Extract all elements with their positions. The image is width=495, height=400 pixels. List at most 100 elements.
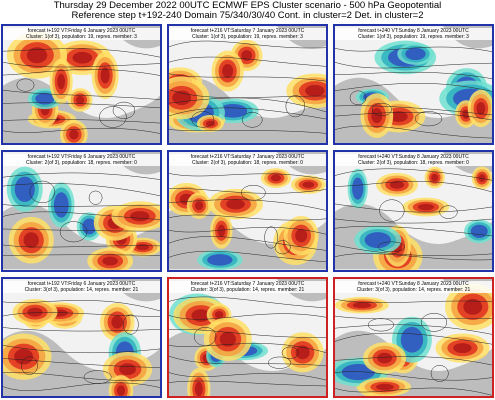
panel-cluster: Cluster: 3(of 3), population: 14, repres…: [169, 286, 326, 293]
anomaly-shading: [463, 298, 483, 315]
anomaly-shading: [476, 102, 486, 115]
panel-forecast: forecast t+240 VT:Sunday 8 January 2023 …: [335, 154, 492, 161]
contour: [169, 129, 326, 134]
anomaly-shading: [405, 47, 426, 61]
panel-label: forecast t+192 VT:Friday 6 January 2023 …: [3, 28, 160, 40]
panel-cluster: Cluster: 1(of 3), population: 19, repres…: [3, 34, 160, 40]
panel-forecast: forecast t+192 VT:Friday 6 January 2023 …: [3, 154, 160, 161]
contour: [169, 56, 326, 67]
anomaly-shading: [470, 225, 488, 239]
map-panel: forecast t+192 VT:Friday 6 January 2023 …: [1, 276, 162, 398]
contour: [193, 326, 217, 346]
anomaly-shading: [377, 352, 392, 364]
anomaly-shading: [23, 232, 39, 249]
anomaly-shading: [53, 192, 69, 218]
anomaly-shading: [214, 310, 224, 319]
anomaly-shading: [130, 211, 150, 222]
contour: [335, 324, 492, 335]
contour: [335, 355, 492, 365]
contour: [335, 125, 492, 139]
map: [335, 278, 492, 396]
anomaly-shading: [222, 64, 234, 78]
contour: [241, 185, 266, 201]
contour: [335, 168, 492, 181]
anomaly-shading: [14, 176, 35, 203]
contour: [3, 311, 160, 317]
contour: [285, 95, 306, 118]
panel-label: forecast t+216 VT:Saturday 7 January 202…: [169, 280, 326, 293]
contour: [335, 387, 492, 396]
anomaly-shading: [389, 111, 408, 122]
panel-cluster: Cluster: 2(of 3), population: 18, repres…: [335, 160, 492, 167]
panel-label: forecast t+240 VT:Sunday 8 January 2023 …: [335, 280, 492, 293]
anomaly-shading: [218, 104, 248, 118]
contour: [241, 112, 263, 128]
contour: [3, 128, 160, 134]
panel-label: forecast t+192 VT:Friday 6 January 2023 …: [3, 154, 160, 167]
contour: [169, 173, 326, 181]
anomaly-shading: [302, 181, 315, 189]
anomaly-shading: [376, 383, 394, 390]
anomaly-shading: [191, 308, 211, 322]
contour: [414, 111, 443, 127]
contour: [3, 299, 160, 311]
contour: [371, 102, 392, 117]
map: [3, 278, 160, 396]
contour: [169, 251, 326, 263]
panel-label: forecast t+240 VT:Sunday 8 January 2023 …: [335, 154, 492, 167]
panel-label: forecast t+216 VT:Saturday 7 January 202…: [169, 28, 326, 40]
anomaly-shading: [305, 84, 325, 97]
panel-label: forecast t+240 VT:Sunday 8 January 2023 …: [335, 28, 492, 40]
anomaly-shading: [116, 385, 126, 396]
page-title: Thursday 29 December 2022 00UTC ECMWF EP…: [53, 0, 442, 11]
contour: [3, 89, 160, 100]
contour: [3, 382, 160, 391]
contour: [335, 218, 492, 224]
map-panel: forecast t+240 VT:Sunday 8 January 2023 …: [333, 276, 494, 398]
anomaly-shading: [194, 201, 204, 211]
contour: [335, 181, 492, 193]
contour: [169, 342, 326, 353]
panel-cluster: Cluster: 3(of 3), population: 14, repres…: [335, 286, 492, 293]
contour: [335, 112, 492, 121]
contour: [335, 71, 492, 79]
contour: [274, 240, 291, 255]
contour: [335, 253, 492, 261]
map: [335, 26, 492, 144]
contour: [335, 46, 492, 52]
map-panel: forecast t+240 VT:Sunday 8 January 2023 …: [333, 24, 494, 146]
contour: [169, 296, 326, 308]
contour: [335, 315, 492, 319]
anomaly-shading: [136, 244, 150, 251]
anomaly-shading: [69, 129, 79, 140]
anomaly-shading: [389, 181, 405, 190]
contour: [21, 356, 38, 375]
contour: [169, 215, 326, 221]
contour: [3, 48, 160, 58]
panel-cluster: Cluster: 1(of 3), population: 19, repres…: [169, 34, 326, 40]
contour: [3, 119, 160, 124]
anomaly-shading: [295, 229, 308, 243]
panel-forecast: forecast t+216 VT:Saturday 7 January 202…: [169, 28, 326, 34]
anomaly-shading: [35, 92, 55, 105]
contour: [99, 106, 127, 128]
page-subtitle: Reference step t+192-240 Domain 75/340/3…: [71, 10, 424, 21]
anomaly-shading: [417, 204, 434, 211]
contour: [112, 101, 136, 119]
contour: [267, 356, 292, 369]
anomaly-shading: [100, 67, 110, 84]
contour: [169, 380, 326, 386]
contour: [123, 314, 139, 335]
anomaly-shading: [453, 342, 472, 353]
contour: [335, 298, 492, 303]
anomaly-shading: [270, 174, 282, 182]
contour: [335, 226, 492, 237]
map-panel: forecast t+216 VT:Saturday 7 January 202…: [167, 24, 328, 146]
panel-cluster: Cluster: 1(of 3), population: 19, repres…: [335, 34, 492, 40]
anomaly-shading: [341, 363, 376, 380]
contour: [169, 227, 326, 235]
contour: [439, 205, 458, 220]
anomaly-shading: [172, 90, 192, 106]
contour: [335, 332, 492, 345]
contour: [430, 364, 449, 382]
